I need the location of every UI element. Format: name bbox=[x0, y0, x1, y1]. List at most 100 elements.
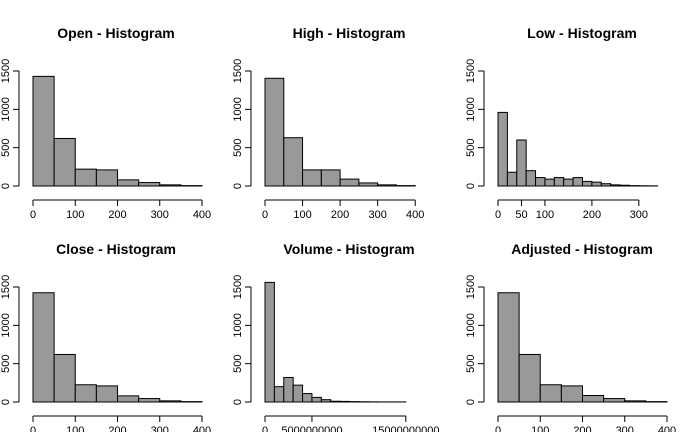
y-tick-label: 500 bbox=[0, 138, 12, 156]
histogram-bar bbox=[292, 384, 304, 403]
x-tick-label: 0 bbox=[262, 425, 268, 432]
histogram-bar bbox=[358, 182, 379, 187]
x-tick-label: 0 bbox=[262, 209, 268, 221]
histogram-bar bbox=[264, 281, 275, 403]
x-tick-label: 50 bbox=[515, 209, 527, 221]
panel-title: Volume - Histogram bbox=[283, 241, 414, 257]
y-tick-label: 0 bbox=[232, 183, 244, 189]
histogram-bar bbox=[159, 184, 182, 187]
histogram-bar bbox=[600, 183, 612, 187]
x-tick-label: 300 bbox=[616, 425, 634, 432]
histogram-panel-3: Low - Histogram 0 50 100 200 300 0 500 1000 1500 bbox=[465, 25, 659, 221]
x-tick-label: 0 bbox=[495, 209, 501, 221]
x-tick-label: 300 bbox=[368, 209, 386, 221]
histogram-bar bbox=[32, 75, 55, 187]
histogram-bar bbox=[610, 184, 621, 187]
panel-title: High - Histogram bbox=[293, 25, 406, 41]
x-tick-label: 400 bbox=[658, 425, 676, 432]
x-tick-label: 0 bbox=[30, 209, 36, 221]
histogram-bar bbox=[339, 400, 351, 403]
x-tick-label: 5000000000 bbox=[281, 425, 342, 432]
x-tick-label: 100 bbox=[293, 209, 311, 221]
histogram-bar bbox=[377, 184, 397, 187]
panel-title: Close - Histogram bbox=[56, 241, 176, 257]
histogram-bar bbox=[544, 178, 555, 187]
histogram-bar bbox=[53, 353, 76, 403]
histogram-panel-5: Volume - Histogram 0 5000000000 15000000000… bbox=[232, 241, 439, 432]
y-tick-label: 1500 bbox=[0, 59, 12, 83]
histogram-bar bbox=[572, 177, 583, 187]
histogram-bar bbox=[320, 169, 341, 187]
histogram-bar bbox=[497, 111, 508, 187]
histogram-bar bbox=[619, 184, 630, 187]
y-tick-label: 0 bbox=[0, 183, 12, 189]
y-tick-label: 500 bbox=[465, 138, 477, 156]
x-tick-label: 200 bbox=[108, 209, 126, 221]
histogram-bar bbox=[311, 396, 322, 403]
histogram-bar bbox=[302, 393, 313, 403]
histogram-bar bbox=[582, 394, 605, 403]
histogram-bar bbox=[74, 168, 97, 187]
panel-title: Adjusted - Histogram bbox=[511, 241, 653, 257]
histogram-bar bbox=[539, 384, 562, 403]
y-tick-label: 0 bbox=[232, 399, 244, 405]
histogram-bar bbox=[53, 137, 76, 187]
y-tick-label: 500 bbox=[465, 354, 477, 372]
y-tick-label: 1000 bbox=[232, 313, 244, 337]
histogram-bar bbox=[506, 171, 518, 187]
y-tick-label: 0 bbox=[0, 399, 12, 405]
histogram-bar bbox=[624, 400, 647, 403]
x-tick-label: 100 bbox=[531, 425, 549, 432]
y-tick-label: 1500 bbox=[232, 59, 244, 83]
histogram-bar bbox=[535, 177, 546, 187]
histogram-bar bbox=[497, 292, 520, 403]
histogram-bar bbox=[273, 386, 285, 403]
x-tick-label: 200 bbox=[331, 209, 349, 221]
histogram-bar bbox=[516, 139, 527, 187]
histogram-bar bbox=[117, 179, 140, 187]
histogram-bar bbox=[138, 182, 161, 187]
histogram-bar bbox=[591, 181, 602, 187]
histogram-bar bbox=[582, 180, 593, 187]
x-tick-label: 300 bbox=[630, 209, 648, 221]
histogram-bar bbox=[553, 177, 565, 187]
histogram-panel-2: High - Histogram 0 100 200 300 400 0 500 1000 150… bbox=[232, 25, 424, 221]
y-tick-label: 0 bbox=[465, 399, 477, 405]
histogram-bar bbox=[95, 385, 118, 403]
histogram-bar bbox=[283, 137, 304, 187]
y-tick-label: 1000 bbox=[0, 313, 12, 337]
histogram-bar bbox=[95, 169, 118, 187]
histogram-bar bbox=[138, 398, 161, 403]
histogram-bar bbox=[32, 292, 55, 403]
y-tick-label: 1000 bbox=[465, 97, 477, 121]
histogram-bar bbox=[117, 395, 140, 403]
histogram-bar bbox=[74, 384, 97, 403]
y-tick-label: 500 bbox=[232, 354, 244, 372]
panel-title: Low - Histogram bbox=[527, 25, 637, 41]
x-tick-label: 400 bbox=[406, 209, 424, 221]
histogram-bar bbox=[560, 385, 583, 403]
y-tick-label: 1000 bbox=[0, 97, 12, 121]
histogram-panel-6: Adjusted - Histogram 0 100 200 300 400 0 500 100… bbox=[465, 241, 676, 432]
histogram-panel-4: Close - Histogram 0 100 200 300 400 0 500 1000 15… bbox=[0, 241, 211, 432]
y-tick-label: 1500 bbox=[465, 275, 477, 299]
x-tick-label: 100 bbox=[536, 209, 554, 221]
y-tick-label: 1500 bbox=[0, 275, 12, 299]
y-tick-label: 1500 bbox=[232, 275, 244, 299]
x-tick-label: 400 bbox=[193, 425, 211, 432]
histogram-bar bbox=[339, 178, 360, 187]
y-tick-label: 1000 bbox=[232, 97, 244, 121]
histogram-bar bbox=[159, 400, 182, 403]
histogram-panel-1: Open - Histogram 0 100 200 300 400 0 500 1000 150… bbox=[0, 25, 211, 221]
histogram-bar bbox=[603, 398, 626, 403]
x-tick-label: 200 bbox=[108, 425, 126, 432]
y-tick-label: 1000 bbox=[465, 313, 477, 337]
x-tick-label: 15000000000 bbox=[372, 425, 439, 432]
histogram-bar bbox=[283, 376, 294, 403]
x-tick-label: 100 bbox=[66, 209, 84, 221]
x-tick-label: 400 bbox=[193, 209, 211, 221]
x-tick-label: 0 bbox=[30, 425, 36, 432]
y-tick-label: 1500 bbox=[465, 59, 477, 83]
histogram-bar bbox=[264, 77, 285, 187]
